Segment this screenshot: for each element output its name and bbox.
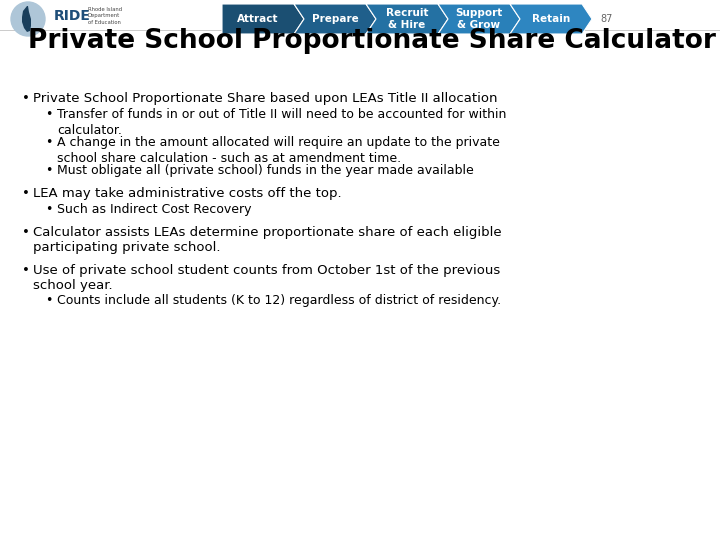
Text: Transfer of funds in or out of Title II will need to be accounted for within
cal: Transfer of funds in or out of Title II … — [57, 108, 506, 137]
Text: Support
& Grow: Support & Grow — [455, 8, 503, 30]
Text: LEA may take administrative costs off the top.: LEA may take administrative costs off th… — [33, 187, 341, 200]
Text: Use of private school student counts from October 1st of the previous
school yea: Use of private school student counts fro… — [33, 264, 500, 293]
Text: 87: 87 — [600, 14, 613, 24]
Text: Prepare: Prepare — [312, 14, 359, 24]
Text: Calculator assists LEAs determine proportionate share of each eligible
participa: Calculator assists LEAs determine propor… — [33, 226, 502, 254]
Polygon shape — [366, 4, 448, 34]
Text: •: • — [45, 108, 53, 121]
Polygon shape — [438, 4, 520, 34]
Text: •: • — [45, 203, 53, 216]
Text: •: • — [45, 294, 53, 307]
Text: Such as Indirect Cost Recovery: Such as Indirect Cost Recovery — [57, 203, 251, 216]
Polygon shape — [294, 4, 376, 34]
Ellipse shape — [11, 2, 45, 36]
Text: A change in the amount allocated will require an update to the private
school sh: A change in the amount allocated will re… — [57, 136, 500, 165]
Text: Must obligate all (private school) funds in the year made available: Must obligate all (private school) funds… — [57, 164, 474, 177]
Text: RIDE: RIDE — [54, 9, 91, 23]
Text: •: • — [22, 264, 30, 277]
Text: •: • — [22, 226, 30, 239]
Polygon shape — [222, 4, 304, 34]
Text: Private School Proportionate Share Calculator: Private School Proportionate Share Calcu… — [28, 28, 716, 54]
Text: •: • — [45, 164, 53, 177]
Polygon shape — [22, 6, 31, 32]
Text: •: • — [22, 92, 30, 105]
Text: •: • — [45, 136, 53, 149]
Text: Counts include all students (K to 12) regardless of district of residency.: Counts include all students (K to 12) re… — [57, 294, 501, 307]
Polygon shape — [510, 4, 592, 34]
Text: Retain: Retain — [532, 14, 570, 24]
Text: Recruit
& Hire: Recruit & Hire — [386, 8, 428, 30]
Text: Rhode Island
Department
of Education: Rhode Island Department of Education — [88, 8, 122, 25]
Text: Attract: Attract — [238, 14, 279, 24]
Text: •: • — [22, 187, 30, 200]
Text: Private School Proportionate Share based upon LEAs Title II allocation: Private School Proportionate Share based… — [33, 92, 498, 105]
